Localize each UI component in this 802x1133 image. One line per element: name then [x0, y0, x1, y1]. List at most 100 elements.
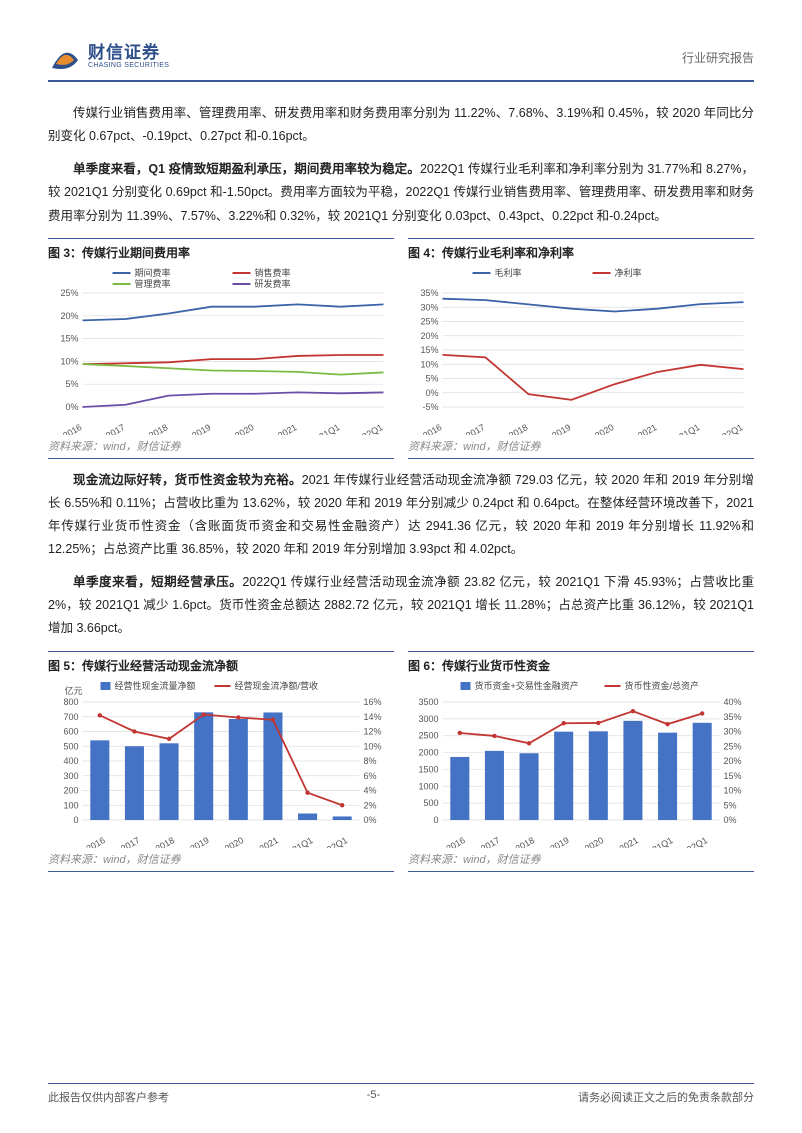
chart-4-title: 图 4：传媒行业毛利率和净利率 — [408, 238, 754, 265]
svg-text:0%: 0% — [724, 815, 737, 825]
svg-text:净利率: 净利率 — [615, 267, 642, 278]
chart-5-canvas: 01002003004005006007008000%2%4%6%8%10%12… — [48, 678, 394, 848]
chart-3-block: 图 3：传媒行业期间费用率 0%5%10%15%20%25%2016201720… — [48, 238, 394, 459]
chart-5-block: 图 5：传媒行业经营活动现金流净额 0100200300400500600700… — [48, 651, 394, 872]
svg-text:10%: 10% — [60, 356, 78, 366]
svg-text:100: 100 — [63, 800, 78, 810]
svg-text:500: 500 — [423, 798, 438, 808]
svg-text:2017: 2017 — [479, 835, 501, 848]
svg-text:5%: 5% — [65, 379, 78, 389]
footer-right: 请务必阅读正文之后的免责条款部分 — [578, 1089, 754, 1105]
svg-text:2500: 2500 — [418, 730, 438, 740]
svg-text:2022Q1: 2022Q1 — [316, 835, 349, 848]
svg-text:14%: 14% — [364, 711, 382, 721]
chart-3-canvas: 0%5%10%15%20%25%201620172018201920202021… — [48, 265, 394, 435]
svg-text:2021Q1: 2021Q1 — [642, 835, 675, 848]
paragraph-1: 传媒行业销售费用率、管理费用率、研发费用率和财务费用率分别为 11.22%、7.… — [48, 102, 754, 148]
svg-text:2016: 2016 — [444, 835, 466, 848]
svg-text:期间费率: 期间费率 — [135, 267, 171, 278]
svg-text:10%: 10% — [420, 359, 438, 369]
page-footer: 此报告仅供内部客户参考 -5- 请务必阅读正文之后的免责条款部分 — [48, 1083, 754, 1105]
svg-text:-5%: -5% — [422, 402, 438, 412]
svg-text:2021Q1: 2021Q1 — [282, 835, 315, 848]
svg-text:25%: 25% — [60, 288, 78, 298]
svg-text:40%: 40% — [724, 697, 742, 707]
logo-english: CHASING SECURITIES — [88, 62, 169, 69]
svg-text:300: 300 — [63, 770, 78, 780]
svg-text:16%: 16% — [364, 697, 382, 707]
chart-6-source: 资料来源：wind，财信证券 — [408, 848, 754, 872]
svg-text:12%: 12% — [364, 726, 382, 736]
svg-text:经营现金流净额/营收: 经营现金流净额/营收 — [235, 680, 319, 691]
svg-text:1500: 1500 — [418, 764, 438, 774]
svg-text:2020: 2020 — [593, 422, 615, 435]
svg-text:经营性现金流量净额: 经营性现金流量净额 — [115, 680, 196, 691]
svg-text:2000: 2000 — [418, 747, 438, 757]
svg-text:2018: 2018 — [154, 835, 176, 848]
svg-text:0%: 0% — [425, 387, 438, 397]
svg-text:2018: 2018 — [514, 835, 536, 848]
chart-3-title: 图 3：传媒行业期间费用率 — [48, 238, 394, 265]
svg-text:700: 700 — [63, 711, 78, 721]
svg-text:2019: 2019 — [188, 835, 210, 848]
svg-text:2021: 2021 — [276, 422, 298, 435]
svg-text:2020: 2020 — [233, 422, 255, 435]
svg-text:0: 0 — [73, 815, 78, 825]
svg-text:0: 0 — [433, 815, 438, 825]
svg-text:0%: 0% — [364, 815, 377, 825]
svg-text:500: 500 — [63, 741, 78, 751]
svg-text:2021: 2021 — [618, 835, 640, 848]
svg-text:货币资金+交易性金融资产: 货币资金+交易性金融资产 — [475, 680, 579, 691]
svg-text:35%: 35% — [724, 711, 742, 721]
svg-text:400: 400 — [63, 756, 78, 766]
svg-text:30%: 30% — [724, 726, 742, 736]
svg-text:8%: 8% — [364, 756, 377, 766]
svg-text:毛利率: 毛利率 — [495, 267, 522, 278]
svg-text:15%: 15% — [420, 345, 438, 355]
svg-text:2%: 2% — [364, 800, 377, 810]
chart-4-canvas: -5%0%5%10%15%20%25%30%35%201620172018201… — [408, 265, 754, 435]
svg-text:2021: 2021 — [258, 835, 280, 848]
svg-text:2017: 2017 — [104, 422, 126, 435]
logo-block: 财信证券 CHASING SECURITIES — [48, 40, 169, 74]
svg-text:2021Q1: 2021Q1 — [669, 422, 702, 435]
svg-text:10%: 10% — [364, 741, 382, 751]
svg-text:600: 600 — [63, 726, 78, 736]
svg-text:管理费率: 管理费率 — [135, 278, 171, 289]
footer-left: 此报告仅供内部客户参考 — [48, 1089, 169, 1105]
svg-text:20%: 20% — [60, 310, 78, 320]
svg-text:2020: 2020 — [583, 835, 605, 848]
chart-3-source: 资料来源：wind，财信证券 — [48, 435, 394, 459]
svg-text:6%: 6% — [364, 770, 377, 780]
chart-6-block: 图 6：传媒行业货币性资金 05001000150020002500300035… — [408, 651, 754, 872]
footer-page-number: -5- — [367, 1089, 380, 1105]
svg-text:研发费率: 研发费率 — [255, 278, 291, 289]
svg-text:3500: 3500 — [418, 697, 438, 707]
svg-text:30%: 30% — [420, 302, 438, 312]
svg-text:200: 200 — [63, 785, 78, 795]
svg-text:2019: 2019 — [548, 835, 570, 848]
para2-lead: 单季度来看，Q1 疫情致短期盈利承压，期间费用率较为稳定。 — [73, 162, 420, 176]
svg-text:2019: 2019 — [190, 422, 212, 435]
svg-text:5%: 5% — [724, 800, 737, 810]
svg-text:15%: 15% — [60, 333, 78, 343]
chart-6-canvas: 05001000150020002500300035000%5%10%15%20… — [408, 678, 754, 848]
charts-row-2: 图 5：传媒行业经营活动现金流净额 0100200300400500600700… — [48, 651, 754, 872]
para4-lead: 单季度来看，短期经营承压。 — [73, 575, 242, 589]
svg-text:800: 800 — [63, 697, 78, 707]
svg-text:3000: 3000 — [418, 713, 438, 723]
svg-text:1000: 1000 — [418, 781, 438, 791]
chart-4-source: 资料来源：wind，财信证券 — [408, 435, 754, 459]
svg-text:2021Q1: 2021Q1 — [309, 422, 342, 435]
chart-5-source: 资料来源：wind，财信证券 — [48, 848, 394, 872]
svg-text:2017: 2017 — [119, 835, 141, 848]
svg-text:2021: 2021 — [636, 422, 658, 435]
logo-text: 财信证券 CHASING SECURITIES — [88, 44, 169, 69]
company-logo-icon — [48, 40, 82, 74]
logo-chinese: 财信证券 — [88, 44, 169, 62]
svg-text:2020: 2020 — [223, 835, 245, 848]
svg-text:15%: 15% — [724, 770, 742, 780]
svg-text:35%: 35% — [420, 288, 438, 298]
svg-text:2016: 2016 — [84, 835, 106, 848]
chart-4-block: 图 4：传媒行业毛利率和净利率 -5%0%5%10%15%20%25%30%35… — [408, 238, 754, 459]
